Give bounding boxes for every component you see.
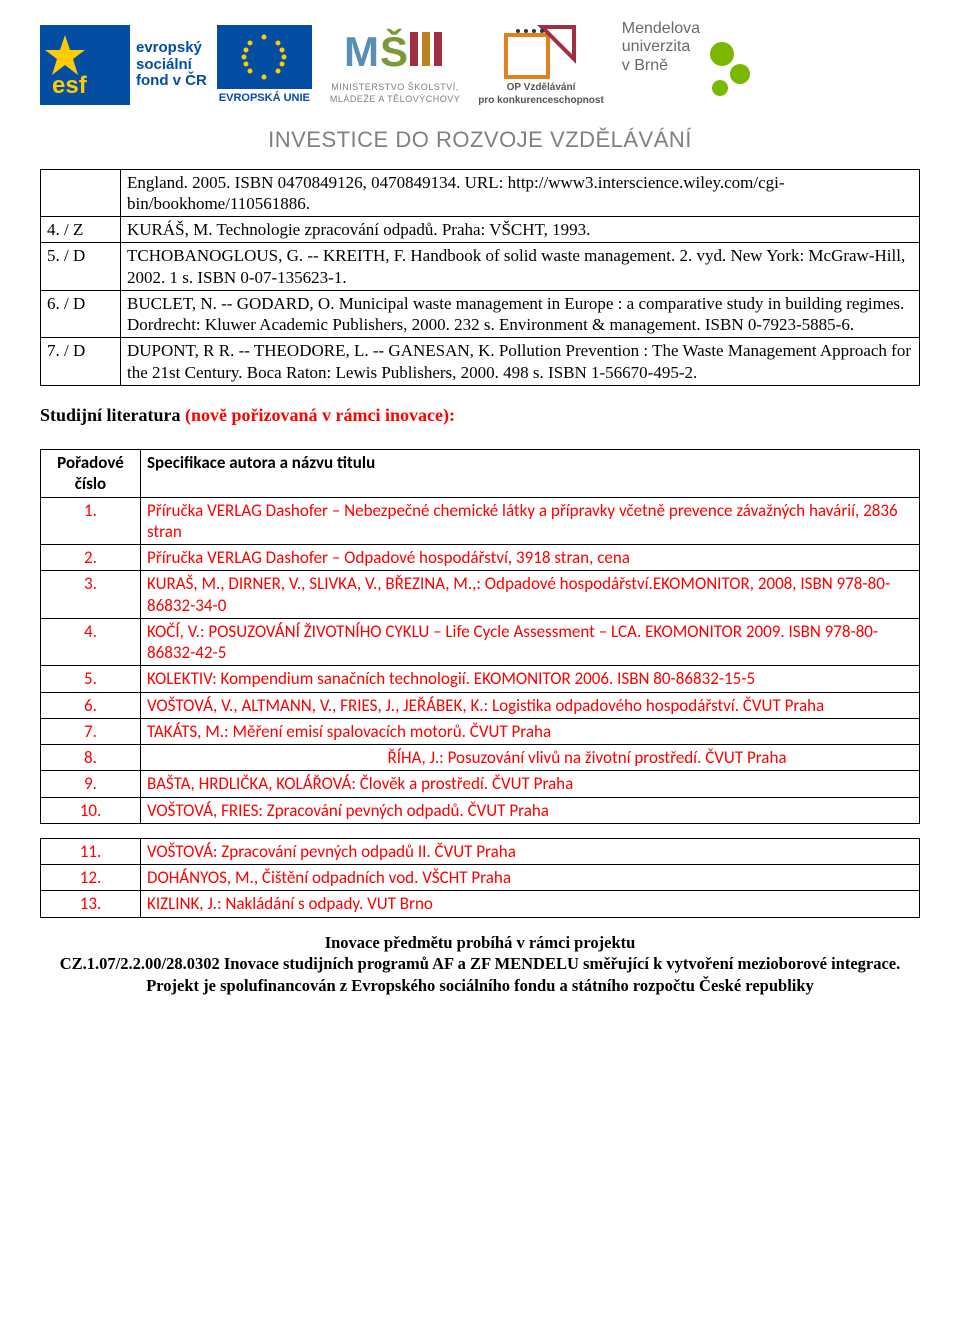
op-text: OP Vzdělávání <box>507 81 576 94</box>
lit-num: 8. <box>41 745 141 771</box>
lit-num: 11. <box>41 838 141 864</box>
section-heading-red: (nově pořizovaná v rámci inovace): <box>185 405 455 425</box>
ref-num: 5. / D <box>41 243 121 291</box>
lit-num: 2. <box>41 545 141 571</box>
footer-line: Inovace předmětu probíhá v rámci projekt… <box>40 932 920 953</box>
header-logo-bar: esf evropský sociální fond v ČR EVROPSKÁ… <box>40 10 920 120</box>
ref-num <box>41 169 121 217</box>
msmt-logo: M Š MINISTERSTVO ŠKOLSTVÍ, MLÁDEŽE A TĚL… <box>330 24 460 105</box>
lit-num: 6. <box>41 692 141 718</box>
lit-text: BAŠTA, HRDLIČKA, KOLÁŘOVÁ: Člověk a pros… <box>141 771 920 797</box>
lit-header-num: Pořadové číslo <box>41 450 141 498</box>
literature-table-2: 11.VOŠTOVÁ: Zpracování pevných odpadů II… <box>40 838 920 918</box>
ref-text: DUPONT, R R. -- THEODORE, L. -- GANESAN,… <box>121 338 920 386</box>
esf-logo: esf evropský sociální fond v ČR <box>40 25 207 105</box>
lit-num: 5. <box>41 666 141 692</box>
lit-text: KOČÍ, V.: POSUZOVÁNÍ ŽIVOTNÍHO CYKLU – L… <box>141 618 920 666</box>
lit-num: 12. <box>41 865 141 891</box>
ref-text: England. 2005. ISBN 0470849126, 04708491… <box>121 169 920 217</box>
lit-num: 4. <box>41 618 141 666</box>
lit-text: DOHÁNYOS, M., Čištění odpadních vod. VŠC… <box>141 865 920 891</box>
mendelu-text: Mendelova <box>622 20 700 38</box>
mendelu-text: v Brně <box>622 57 700 75</box>
lit-num: 7. <box>41 718 141 744</box>
lit-text: VOŠTOVÁ: Zpracování pevných odpadů II. Č… <box>141 838 920 864</box>
ref-text: KURÁŠ, M. Technologie zpracování odpadů.… <box>121 217 920 243</box>
esf-text: fond v ČR <box>136 73 207 90</box>
eu-logo: EVROPSKÁ UNIE <box>217 25 312 105</box>
eu-text: EVROPSKÁ UNIE <box>219 91 310 105</box>
lit-num: 9. <box>41 771 141 797</box>
ref-num: 4. / Z <box>41 217 121 243</box>
lit-num: 13. <box>41 891 141 917</box>
msmt-text: MLÁDEŽE A TĚLOVÝCHOVY <box>330 94 460 106</box>
svg-text:esf: esf <box>52 72 88 99</box>
op-logo: OP Vzdělávání pro konkurenceschopnost <box>478 23 604 107</box>
svg-text:M: M <box>344 28 379 75</box>
ref-num: 7. / D <box>41 338 121 386</box>
msmt-text: MINISTERSTVO ŠKOLSTVÍ, <box>331 82 459 94</box>
literature-table-1: Pořadové číslo Specifikace autora a názv… <box>40 449 920 824</box>
footer: Inovace předmětu probíhá v rámci projekt… <box>40 932 920 996</box>
section-heading: Studijní literatura (nově pořizovaná v r… <box>40 404 920 427</box>
section-heading-black: Studijní literatura <box>40 405 185 425</box>
mendelu-logo: Mendelova univerzita v Brně <box>622 20 754 110</box>
lit-num: 3. <box>41 571 141 619</box>
op-text: pro konkurenceschopnost <box>478 94 604 107</box>
lit-text: KIZLINK, J.: Nakládání s odpady. VUT Brn… <box>141 891 920 917</box>
esf-text: evropský <box>136 40 207 57</box>
investice-heading: INVESTICE DO ROZVOJE VZDĚLÁVÁNÍ <box>40 126 920 155</box>
lit-text: KURAŠ, M., DIRNER, V., SLIVKA, V., BŘEZI… <box>141 571 920 619</box>
lit-text: VOŠTOVÁ, V., ALTMANN, V., FRIES, J., JEŘ… <box>141 692 920 718</box>
footer-line: CZ.1.07/2.2.00/28.0302 Inovace studijníc… <box>40 953 920 974</box>
lit-text: VOŠTOVÁ, FRIES: Zpracování pevných odpad… <box>141 797 920 823</box>
lit-text: Příručka VERLAG Dashofer – Nebezpečné ch… <box>141 497 920 545</box>
ref-text: TCHOBANOGLOUS, G. -- KREITH, F. Handbook… <box>121 243 920 291</box>
ref-num: 6. / D <box>41 290 121 338</box>
lit-text: ŘÍHA, J.: Posuzování vlivů na životní pr… <box>141 745 920 771</box>
lit-num: 10. <box>41 797 141 823</box>
lit-text: TAKÁTS, M.: Měření emisí spalovacích mot… <box>141 718 920 744</box>
references-table: England. 2005. ISBN 0470849126, 04708491… <box>40 169 920 386</box>
lit-text: Příručka VERLAG Dashofer – Odpadové hosp… <box>141 545 920 571</box>
lit-header-spec: Specifikace autora a názvu titulu <box>141 450 920 498</box>
lit-num: 1. <box>41 497 141 545</box>
esf-text: sociální <box>136 57 207 74</box>
svg-text:Š: Š <box>380 27 408 75</box>
footer-line: Projekt je spolufinancován z Evropského … <box>40 975 920 996</box>
ref-text: BUCLET, N. -- GODARD, O. Municipal waste… <box>121 290 920 338</box>
lit-text: KOLEKTIV: Kompendium sanačních technolog… <box>141 666 920 692</box>
mendelu-text: univerzita <box>622 38 700 56</box>
